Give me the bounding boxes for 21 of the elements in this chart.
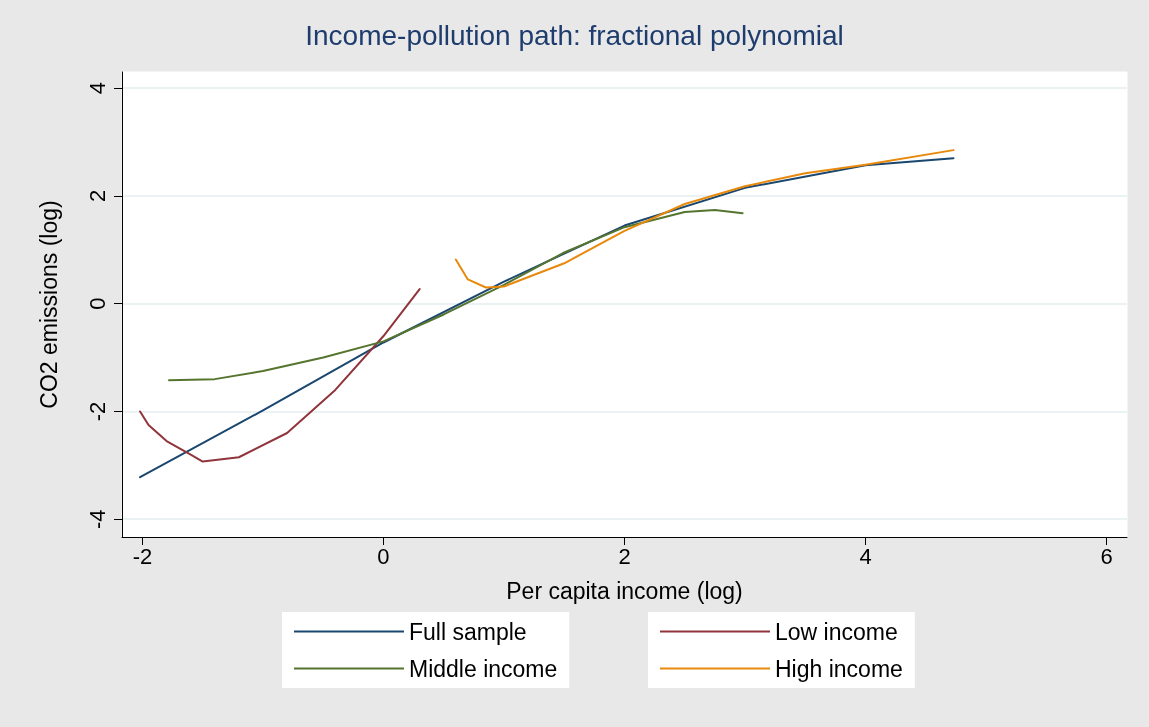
y-tick-label: 0 [84, 297, 110, 310]
x-tick-label: 2 [618, 543, 631, 569]
line-series [168, 208, 744, 382]
x-tick-label: -2 [132, 543, 153, 569]
legend-label: Middle income [409, 655, 558, 682]
y-tick-label: 2 [84, 189, 110, 203]
y-axis-title: CO2 emissions (log) [35, 200, 62, 409]
x-tick-label: 0 [377, 543, 390, 569]
legend-label: Full sample [409, 618, 527, 645]
x-axis-title: Per capita income (log) [506, 577, 743, 604]
legend-label: Low income [775, 618, 898, 645]
y-tick-label: -4 [84, 509, 110, 529]
line-series [139, 288, 421, 463]
legend-label: High income [775, 655, 903, 682]
line-series [139, 157, 955, 479]
x-tick-label: 6 [1100, 543, 1113, 569]
y-tick-label: -2 [84, 401, 110, 422]
line-series [454, 149, 955, 289]
x-tick-label: 4 [859, 543, 872, 569]
chart-title: Income-pollution path: fractional polynomial [305, 19, 844, 51]
y-tick-label: 4 [84, 82, 110, 95]
